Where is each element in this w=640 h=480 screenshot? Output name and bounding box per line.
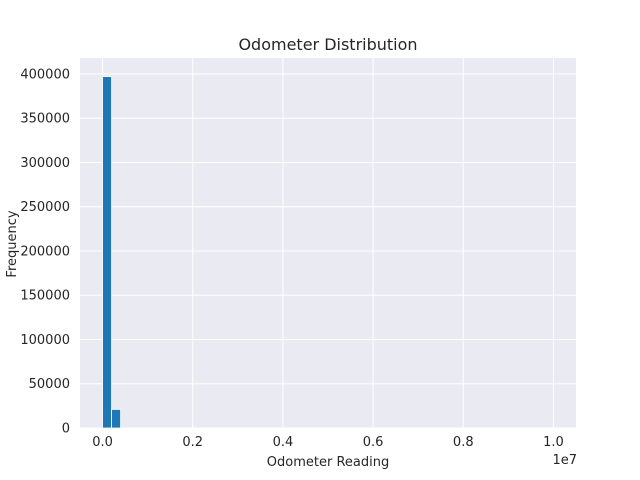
x-axis-ticks: 0.0 0.2 0.4 0.6 0.8 1.0 — [92, 435, 564, 450]
x-tick-label: 1.0 — [543, 435, 564, 450]
chart-title: Odometer Distribution — [238, 35, 417, 54]
x-tick-label: 0.2 — [182, 435, 203, 450]
grid-lines — [80, 58, 576, 429]
y-tick-label: 50000 — [29, 377, 70, 392]
y-tick-label: 400000 — [20, 67, 70, 82]
y-tick-label: 300000 — [20, 156, 70, 171]
y-tick-label: 350000 — [20, 112, 70, 127]
x-tick-label: 0.6 — [363, 435, 384, 450]
x-tick-label: 0.8 — [453, 435, 474, 450]
y-tick-label: 0 — [62, 422, 70, 437]
y-tick-label: 100000 — [20, 333, 70, 348]
histogram-bar-0 — [102, 76, 112, 429]
histogram-bar-1 — [111, 409, 121, 429]
y-tick-label: 200000 — [20, 244, 70, 259]
x-axis-label: Odometer Reading — [267, 455, 389, 470]
x-tick-label: 0.4 — [273, 435, 294, 450]
histogram-bars — [102, 76, 121, 429]
x-axis-offset-label: 1e7 — [552, 453, 577, 468]
y-axis-label: Frequency — [5, 210, 20, 277]
y-tick-label: 250000 — [20, 200, 70, 215]
x-tick-label: 0.0 — [92, 435, 113, 450]
y-tick-label: 150000 — [20, 289, 70, 304]
plot-area — [80, 58, 576, 428]
y-axis-ticks: 0 50000 100000 150000 200000 250000 300000 3500… — [20, 67, 70, 436]
